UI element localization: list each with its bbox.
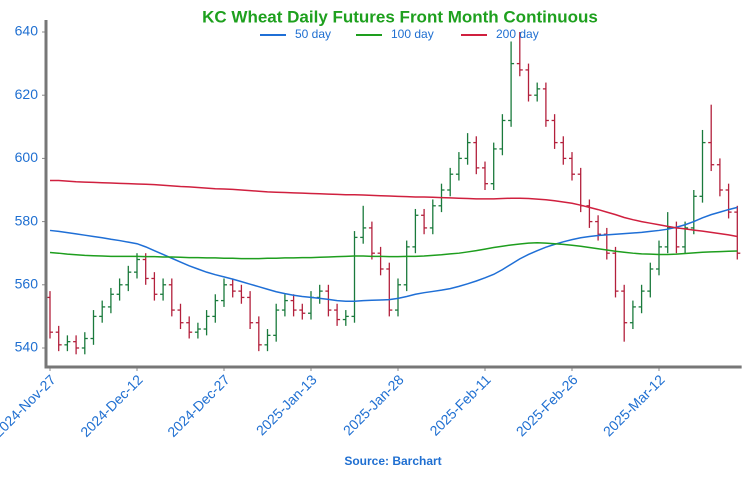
legend-label: 100 day (391, 27, 434, 41)
y-tick-label: 560 (15, 275, 39, 291)
ma-line (50, 179, 738, 238)
legend-label: 50 day (295, 27, 331, 41)
y-tick-label: 600 (15, 149, 39, 165)
source-note: Source: Barchart (344, 454, 441, 468)
legend-label: 200 day (496, 27, 539, 41)
ma-line (49, 242, 738, 260)
y-tick-label: 640 (15, 23, 39, 39)
y-tick-label: 580 (15, 212, 39, 228)
y-tick-label: 620 (15, 86, 39, 102)
chart-title: KC Wheat Daily Futures Front Month Conti… (202, 7, 598, 26)
y-tick-label: 540 (15, 339, 39, 355)
ma-line (49, 206, 738, 302)
